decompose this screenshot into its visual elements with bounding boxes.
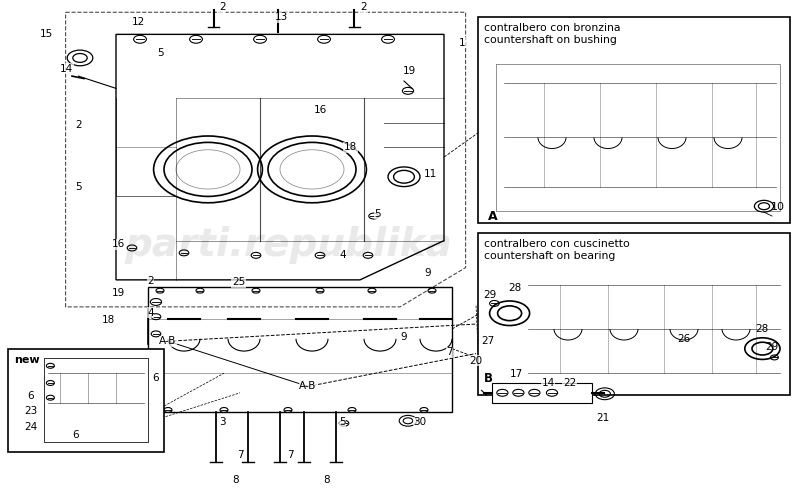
Text: 4: 4 xyxy=(339,250,346,260)
Text: 6: 6 xyxy=(73,430,79,439)
Text: 9: 9 xyxy=(425,268,431,277)
Text: 17: 17 xyxy=(510,369,522,379)
Text: 8: 8 xyxy=(233,475,239,485)
Bar xyxy=(478,17,790,223)
Text: 19: 19 xyxy=(403,66,416,76)
Text: 3: 3 xyxy=(219,417,226,427)
Text: 5: 5 xyxy=(339,417,346,427)
Text: 2: 2 xyxy=(147,276,154,286)
Text: A: A xyxy=(488,210,498,222)
Text: 8: 8 xyxy=(323,475,330,485)
Text: 16: 16 xyxy=(112,239,125,249)
Text: 29: 29 xyxy=(483,290,496,300)
Text: contralbero con bronzina
countershaft on bushing: contralbero con bronzina countershaft on… xyxy=(484,23,621,45)
Text: 26: 26 xyxy=(678,334,690,344)
Text: 19: 19 xyxy=(112,288,125,298)
Text: 4: 4 xyxy=(147,308,154,318)
Text: 13: 13 xyxy=(275,12,288,22)
Text: 28: 28 xyxy=(755,324,768,334)
Text: 27: 27 xyxy=(482,336,494,346)
Text: 28: 28 xyxy=(508,283,521,293)
Text: 24: 24 xyxy=(24,422,37,432)
Text: 22: 22 xyxy=(563,378,576,388)
Text: 2: 2 xyxy=(361,2,367,12)
Text: 6: 6 xyxy=(153,373,159,383)
Bar xyxy=(478,233,790,395)
Text: 1: 1 xyxy=(459,38,466,48)
Text: 14: 14 xyxy=(542,378,554,388)
Text: 7: 7 xyxy=(287,450,294,460)
Text: new: new xyxy=(14,355,40,364)
Text: 9: 9 xyxy=(401,332,407,342)
Text: 6: 6 xyxy=(27,391,34,401)
Text: A-B: A-B xyxy=(159,336,177,346)
Text: 11: 11 xyxy=(424,169,437,179)
Text: parti.republika: parti.republika xyxy=(124,226,452,265)
Text: 21: 21 xyxy=(596,413,609,423)
Text: 2: 2 xyxy=(219,2,226,12)
Text: B: B xyxy=(483,372,493,384)
Bar xyxy=(492,383,592,403)
Bar xyxy=(8,349,164,452)
Text: 30: 30 xyxy=(414,417,426,427)
Text: 5: 5 xyxy=(157,48,163,57)
Text: 25: 25 xyxy=(232,277,245,287)
Text: 5: 5 xyxy=(75,182,82,191)
Text: 18: 18 xyxy=(344,142,357,152)
Text: A-B: A-B xyxy=(299,382,317,391)
Text: 29: 29 xyxy=(766,342,778,352)
Text: 2: 2 xyxy=(75,120,82,130)
Text: 20: 20 xyxy=(470,356,482,366)
Text: 7: 7 xyxy=(446,347,453,357)
Text: contralbero con cuscinetto
countershaft on bearing: contralbero con cuscinetto countershaft … xyxy=(484,239,630,261)
Text: 10: 10 xyxy=(770,202,785,212)
Text: 5: 5 xyxy=(374,209,381,218)
Text: 14: 14 xyxy=(60,64,73,74)
Text: 12: 12 xyxy=(132,17,145,27)
Text: 16: 16 xyxy=(314,106,326,115)
Text: 18: 18 xyxy=(102,315,114,325)
Text: 7: 7 xyxy=(237,450,243,460)
Text: 23: 23 xyxy=(24,406,37,416)
Text: 15: 15 xyxy=(40,29,53,39)
